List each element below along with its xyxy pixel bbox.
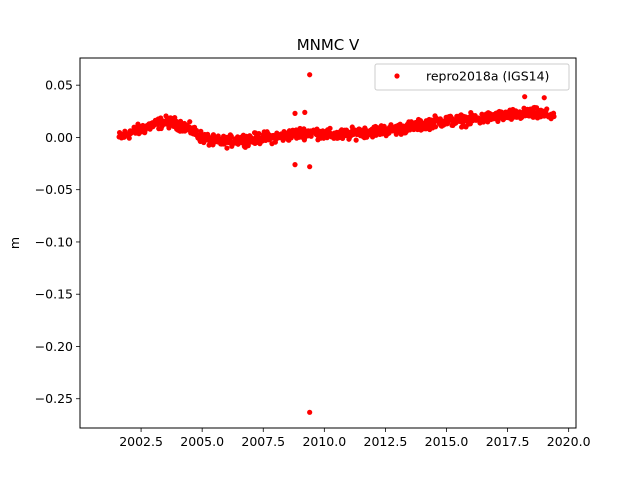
y-tick-label: −0.05 — [35, 182, 73, 197]
x-tick-label: 2012.5 — [364, 434, 408, 449]
legend: repro2018a (IGS14) — [374, 63, 570, 91]
data-point — [224, 145, 230, 151]
plot-area-frame — [79, 57, 577, 429]
x-tick-label: 2007.5 — [241, 434, 285, 449]
data-point — [353, 137, 359, 143]
data-point — [432, 124, 439, 130]
y-tick-label: 0.05 — [45, 78, 73, 93]
x-tick-label: 2002.5 — [119, 434, 163, 449]
data-point — [479, 111, 485, 117]
y-tick-label: −0.20 — [35, 339, 73, 354]
x-tick-label: 2020.0 — [547, 434, 591, 449]
data-point — [302, 109, 308, 115]
y-axis-label: m — [7, 237, 22, 249]
x-tick-label: 2010.0 — [302, 434, 346, 449]
data-point — [187, 119, 193, 125]
data-point — [308, 133, 314, 139]
data-point — [307, 164, 313, 170]
data-point — [292, 110, 298, 116]
y-tick-label: −0.10 — [35, 234, 73, 249]
data-points — [116, 72, 557, 415]
x-tick-label: 2017.5 — [486, 434, 530, 449]
data-point — [541, 95, 547, 101]
data-point — [522, 94, 528, 100]
data-point — [551, 113, 557, 120]
data-point — [228, 133, 234, 139]
y-axis: 0.05 0.00 −0.05 −0.10 −0.15 −0.20 −0.25 — [35, 78, 80, 406]
y-tick-label: −0.25 — [35, 391, 73, 406]
legend-label: repro2018a (IGS14) — [426, 69, 549, 84]
x-tick-label: 2015.0 — [425, 434, 469, 449]
data-point — [245, 143, 251, 149]
data-point — [307, 72, 313, 78]
legend-box — [374, 63, 570, 91]
data-point — [292, 162, 298, 168]
legend-marker — [394, 73, 400, 79]
data-point — [193, 127, 200, 134]
y-tick-label: 0.00 — [45, 130, 73, 145]
data-point — [126, 135, 132, 141]
x-tick-label: 2005.0 — [180, 434, 224, 449]
chart-title: MNMC V — [297, 36, 360, 54]
data-point — [307, 409, 313, 415]
data-point — [544, 106, 550, 112]
data-point — [256, 131, 262, 137]
data-point — [327, 125, 333, 131]
y-tick-label: −0.15 — [35, 287, 73, 302]
x-axis: 2002.5 2005.0 2007.5 2010.0 2012.5 2015.0 2017… — [119, 428, 591, 449]
